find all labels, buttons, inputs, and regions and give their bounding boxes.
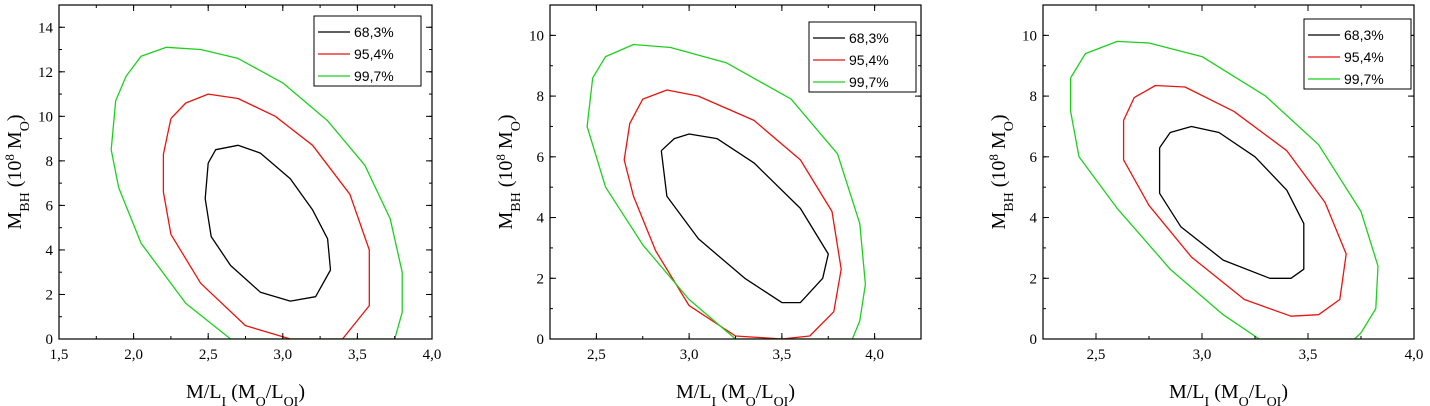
y-tick-label: 0	[46, 332, 54, 348]
legend: 68,3% 95,4% 99,7%	[313, 15, 422, 87]
x-tick-label: 3,0	[1193, 347, 1212, 363]
y-tick-label: 14	[38, 20, 54, 36]
legend-label: 68,3%	[849, 30, 889, 46]
y-tick-label: 4	[537, 211, 545, 227]
contour-954	[162, 93, 370, 339]
y-tick-label: 4	[46, 243, 54, 259]
contour-954	[623, 89, 842, 339]
y-axis-title: MBH (108 MO)	[986, 114, 1017, 229]
contour-group	[1069, 40, 1379, 339]
x-axis-title: M/LI (MO/LOI)	[676, 381, 795, 406]
x-tick-label: 3,5	[348, 347, 367, 363]
y-tick-label: 8	[537, 89, 545, 105]
contour-group	[586, 43, 867, 339]
y-tick-label: 2	[1030, 271, 1038, 287]
y-tick-label: 6	[46, 198, 54, 214]
legend-label: 99,7%	[849, 74, 889, 90]
x-tick-label: 3,5	[1299, 347, 1318, 363]
legend-label: 95,4%	[1344, 49, 1384, 65]
x-tick-label: 3,0	[680, 347, 699, 363]
legend-label: 95,4%	[849, 52, 889, 68]
x-tick-label: 2,5	[199, 347, 218, 363]
y-axis-title: MBH (108 MO)	[2, 114, 33, 229]
legend-label: 99,7%	[1344, 71, 1384, 87]
chart-panel-1: 1,5 2,0 2,5 3,0 3,5 4,0 0 2 4 6 8 10 12 14 M/LI (MO/LO…	[2, 4, 442, 406]
contour-997	[110, 46, 403, 339]
x-tick-label: 1,5	[50, 347, 69, 363]
y-tick-label: 2	[537, 271, 545, 287]
y-tick-label: 4	[1030, 211, 1038, 227]
y-tick-label: 0	[1030, 332, 1038, 348]
legend-box	[808, 21, 917, 93]
legend-box	[313, 15, 422, 87]
x-axis-title: M/LI (MO/LOI)	[1169, 381, 1288, 406]
plot-frame	[1042, 4, 1415, 340]
contour-954	[1122, 84, 1347, 317]
contour-683	[1158, 125, 1305, 279]
contour-683	[204, 144, 332, 302]
x-tick-label: 2,5	[1087, 347, 1106, 363]
x-tick-label: 3,5	[773, 347, 792, 363]
legend: 68,3% 95,4% 99,7%	[808, 21, 917, 93]
contour-683	[660, 133, 829, 304]
legend-label: 99,7%	[354, 68, 394, 84]
legend-label: 68,3%	[1344, 27, 1384, 43]
contour-997	[1069, 40, 1379, 339]
y-tick-label: 10	[529, 28, 544, 44]
legend: 68,3% 95,4% 99,7%	[1303, 18, 1412, 90]
x-tick-label: 4,0	[865, 347, 884, 363]
x-axis-title: M/LI (MO/LOI)	[186, 381, 305, 406]
y-tick-label: 2	[46, 287, 54, 303]
y-tick-label: 12	[38, 65, 53, 81]
y-axis-title: MBH (108 MO)	[493, 114, 524, 229]
legend-label: 95,4%	[354, 46, 394, 62]
legend-label: 68,3%	[354, 24, 394, 40]
x-tick-label: 4,0	[423, 347, 442, 363]
y-tick-label: 6	[1030, 150, 1038, 166]
chart-panel-2: 2,5 3,0 3,5 4,0 0 2 4 6 8 10 M/LI (MO/LOI) MBH (108…	[493, 4, 922, 406]
x-tick-label: 2,5	[587, 347, 606, 363]
legend-box	[1303, 18, 1412, 90]
y-tick-label: 8	[46, 154, 54, 170]
contour-997	[586, 43, 867, 339]
y-tick-label: 0	[537, 332, 545, 348]
y-tick-label: 8	[1030, 89, 1038, 105]
y-tick-label: 10	[38, 109, 53, 125]
x-tick-label: 2,0	[124, 347, 143, 363]
y-tick-label: 6	[537, 150, 545, 166]
chart-panel-3: 2,5 3,0 3,5 4,0 0 2 4 6 8 10 M/LI (MO/LOI) MBH (108…	[986, 4, 1424, 406]
x-tick-label: 4,0	[1405, 347, 1424, 363]
y-tick-label: 10	[1022, 28, 1037, 44]
x-tick-label: 3,0	[273, 347, 292, 363]
contour-group	[110, 46, 403, 339]
